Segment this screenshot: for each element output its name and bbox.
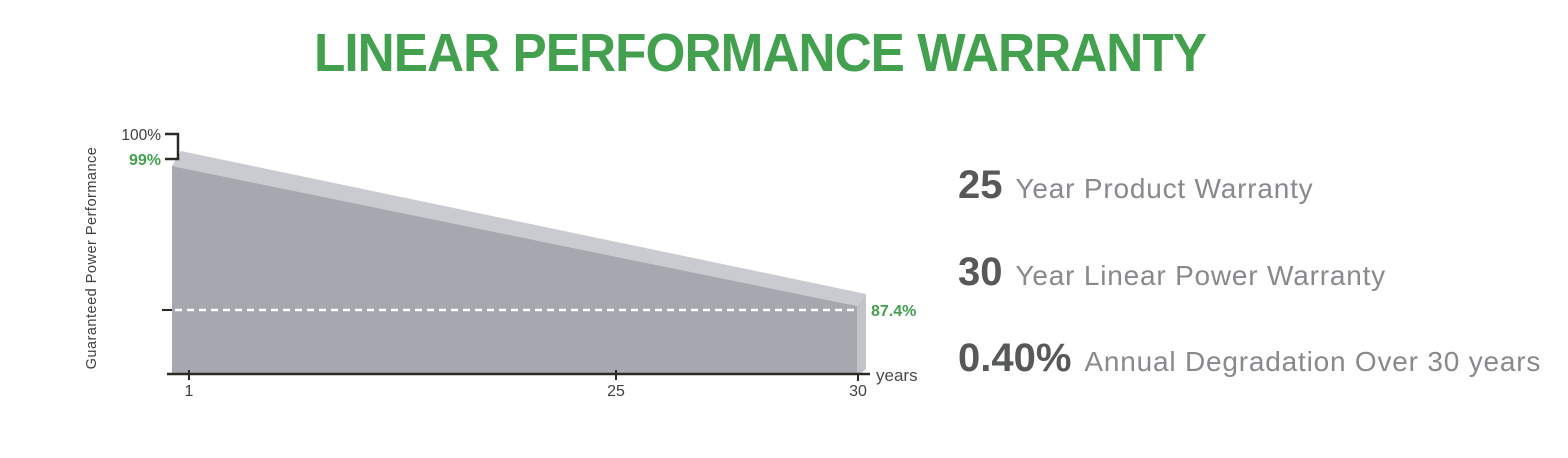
fact-row-linear-power-warranty: 30 Year Linear Power Warranty xyxy=(958,250,1386,295)
x-tick-25: 25 xyxy=(607,383,625,400)
fact-label-linear-power-warranty: Year Linear Power Warranty xyxy=(1015,260,1386,291)
fact-row-annual-degradation: 0.40% Annual Degradation Over 30 years xyxy=(958,336,1541,381)
fact-value-product-warranty: 25 xyxy=(958,163,1003,207)
fact-row-product-warranty: 25 Year Product Warranty xyxy=(958,163,1313,208)
fact-value-linear-power-warranty: 30 xyxy=(958,250,1003,294)
y-tick-100: 100% xyxy=(121,127,161,144)
fact-value-annual-degradation: 0.40% xyxy=(958,336,1072,380)
y-axis-label: Guaranteed Power Performance xyxy=(84,147,100,370)
area-top-face xyxy=(172,151,866,306)
area-side-face xyxy=(857,294,866,376)
fact-label-product-warranty: Year Product Warranty xyxy=(1015,173,1314,204)
y-axis-bracket xyxy=(165,132,180,161)
x-tick-1: 1 xyxy=(185,383,194,400)
fact-label-annual-degradation: Annual Degradation Over 30 years xyxy=(1084,346,1542,377)
page-title: LINEAR PERFORMANCE WARRANTY xyxy=(313,23,1207,83)
x-axis-unit-label: years xyxy=(876,366,918,385)
warranty-chart: 100% 99% 87.4% 1 25 30 years Guaranteed … xyxy=(84,127,918,400)
y-tick-99: 99% xyxy=(129,152,161,169)
area-front-face xyxy=(172,166,857,374)
end-value-label: 87.4% xyxy=(871,303,916,320)
x-tick-30: 30 xyxy=(849,383,867,400)
